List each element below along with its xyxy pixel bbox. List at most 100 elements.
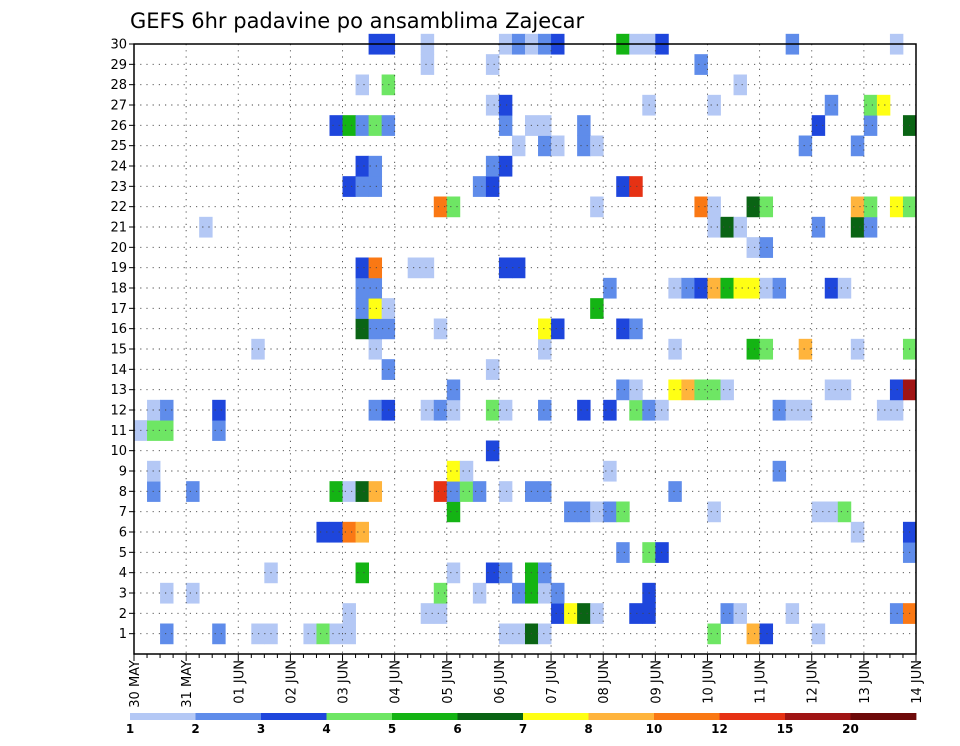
heatmap-cell <box>733 74 747 96</box>
x-tick-label: 05 JUN <box>441 660 456 704</box>
heatmap-cell <box>498 481 513 502</box>
heatmap-cell <box>186 481 200 502</box>
heatmap-cell <box>538 338 552 360</box>
x-tick-label: 14 JUN <box>910 660 925 704</box>
x-tick-label: 30 MAY <box>128 660 143 708</box>
heatmap-cell <box>629 176 643 197</box>
heatmap-cell <box>446 399 461 421</box>
heatmap-cell <box>355 155 369 177</box>
heatmap-cell <box>538 115 552 136</box>
heatmap-cell <box>433 603 448 624</box>
heatmap-cell <box>342 481 356 502</box>
y-tick-label: 25 <box>110 139 127 154</box>
colorbar-swatch <box>130 713 196 720</box>
heatmap-cell <box>837 501 852 523</box>
heatmap-cell <box>668 481 682 502</box>
heatmap-cell <box>850 196 865 218</box>
y-tick-label: 30 <box>110 38 127 53</box>
x-tick-label: 01 JUN <box>232 660 247 704</box>
heatmap-cell <box>564 603 578 624</box>
heatmap-cell <box>472 176 487 197</box>
x-tick-label: 10 JUN <box>701 660 716 704</box>
heatmap-cell <box>746 338 760 360</box>
heatmap-cell <box>746 623 760 645</box>
heatmap-cell <box>485 155 500 177</box>
colorbar-tick-label: 15 <box>777 722 794 736</box>
colorbar-tick-label: 4 <box>322 722 330 736</box>
heatmap-cell <box>446 460 461 482</box>
heatmap-cell <box>538 623 552 645</box>
heatmap-cell <box>876 94 891 116</box>
heatmap-cell <box>590 196 604 218</box>
heatmap-cell <box>551 582 565 604</box>
heatmap-cell <box>316 623 330 645</box>
heatmap-cell <box>160 399 174 421</box>
x-tick-label: 13 JUN <box>858 660 873 704</box>
heatmap-cell <box>798 338 813 360</box>
heatmap-cell <box>407 257 422 279</box>
heatmap-cell <box>863 216 878 238</box>
colorbar-swatch <box>785 713 851 720</box>
heatmap-cell <box>212 420 226 441</box>
heatmap-cell <box>694 54 708 75</box>
heatmap-cell <box>303 623 317 645</box>
heatmap-cell <box>368 318 383 340</box>
heatmap-cell <box>850 338 865 360</box>
heatmap-cell <box>355 115 369 136</box>
heatmap-cell <box>577 603 591 624</box>
heatmap-cell <box>694 277 708 299</box>
heatmap-cell <box>720 277 734 299</box>
heatmap-cell <box>368 298 383 319</box>
y-tick-label: 9 <box>119 465 127 480</box>
heatmap-cell <box>824 277 839 299</box>
heatmap-cell <box>538 399 552 421</box>
x-tick-label: 02 JUN <box>284 660 299 704</box>
heatmap-cell <box>368 277 383 299</box>
heatmap-cell <box>707 501 721 523</box>
heatmap-cell <box>707 379 721 401</box>
heatmap-cell <box>603 460 617 482</box>
heatmap-cell <box>433 399 448 421</box>
colorbar-tick-label: 1 <box>126 722 134 736</box>
heatmap-cell <box>668 338 682 360</box>
heatmap-cell <box>759 196 774 218</box>
y-tick-label: 17 <box>110 302 127 317</box>
heatmap-cell <box>355 481 369 502</box>
heatmap-cell <box>355 176 369 197</box>
y-tick-label: 29 <box>110 58 127 73</box>
x-tick-label: 31 MAY <box>180 660 195 708</box>
heatmap-cell <box>577 399 591 421</box>
heatmap-cell <box>603 399 617 421</box>
heatmap-cell <box>590 501 604 523</box>
heatmap-cell <box>681 379 695 401</box>
y-tick-label: 19 <box>110 261 127 276</box>
y-tick-label: 7 <box>119 505 127 520</box>
heatmap-cell <box>811 501 826 523</box>
heatmap-cell <box>446 379 461 401</box>
heatmap-cell <box>420 54 435 75</box>
heatmap-cell <box>538 318 552 340</box>
heatmap-cell <box>551 318 565 340</box>
heatmap-cell <box>420 603 435 624</box>
x-tick-label: 12 JUN <box>806 660 821 704</box>
heatmap-cell <box>329 623 343 645</box>
heatmap-cell <box>629 379 643 401</box>
heatmap-cell <box>720 216 734 238</box>
x-tick-label: 06 JUN <box>493 660 508 704</box>
heatmap-cell <box>538 135 552 157</box>
chart-title: GEFS 6hr padavine po ansamblima Zajecar <box>130 9 585 33</box>
y-tick-label: 14 <box>110 363 127 378</box>
colorbar-swatch <box>195 713 262 720</box>
heatmap-cell <box>694 196 708 218</box>
heatmap-cell <box>538 582 552 604</box>
x-tick-label: 03 JUN <box>337 660 352 704</box>
heatmap-cell <box>160 623 174 645</box>
heatmap-cell <box>707 277 721 299</box>
heatmap-cell <box>498 562 513 584</box>
colorbar-swatch <box>457 713 524 720</box>
heatmap-cell <box>811 115 826 136</box>
colorbar-tick-label: 6 <box>453 722 461 736</box>
heatmap-cell <box>446 562 461 584</box>
heatmap-cell <box>824 501 839 523</box>
